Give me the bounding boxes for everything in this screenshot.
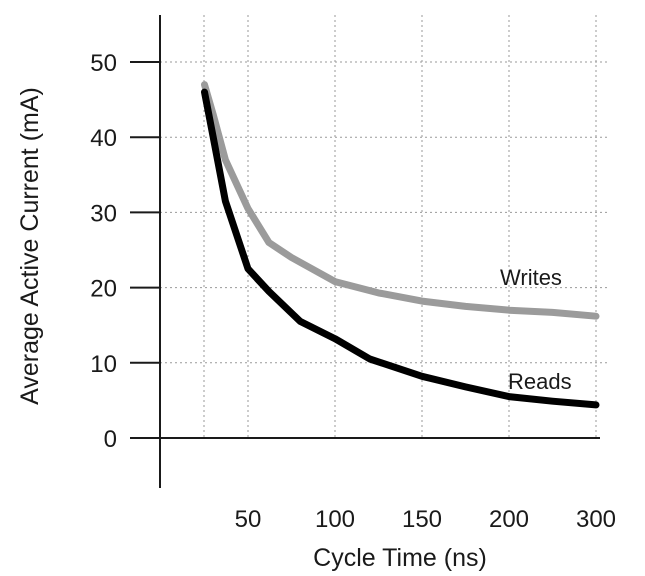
x-axis-title: Cycle Time (ns)	[313, 544, 487, 572]
series-line-reads	[201, 88, 600, 409]
series-labels: Writes Reads	[500, 265, 572, 394]
x-tick-label-300: 300	[576, 506, 616, 533]
series	[201, 81, 600, 409]
y-tick-label-0: 0	[104, 426, 117, 453]
y-tick-label-30: 30	[90, 200, 117, 227]
axes	[130, 15, 600, 488]
series-label-reads: Reads	[508, 369, 572, 394]
y-tick-label-40: 40	[90, 125, 117, 152]
y-tick-label-20: 20	[90, 276, 117, 303]
series-label-writes: Writes	[500, 265, 562, 290]
x-tick-label-100: 100	[315, 506, 355, 533]
x-tick-label-200: 200	[489, 506, 529, 533]
y-tick-label-10: 10	[90, 351, 117, 378]
x-tick-label-50: 50	[235, 506, 262, 533]
x-tick-label-150: 150	[402, 506, 442, 533]
series-line-writes	[201, 81, 600, 320]
y-tick-label-50: 50	[90, 50, 117, 77]
y-axis-title: Average Active Current (mA)	[16, 87, 44, 405]
tick-labels: 0 10 20 30 40 50 50 100 150 200 300	[90, 50, 616, 533]
